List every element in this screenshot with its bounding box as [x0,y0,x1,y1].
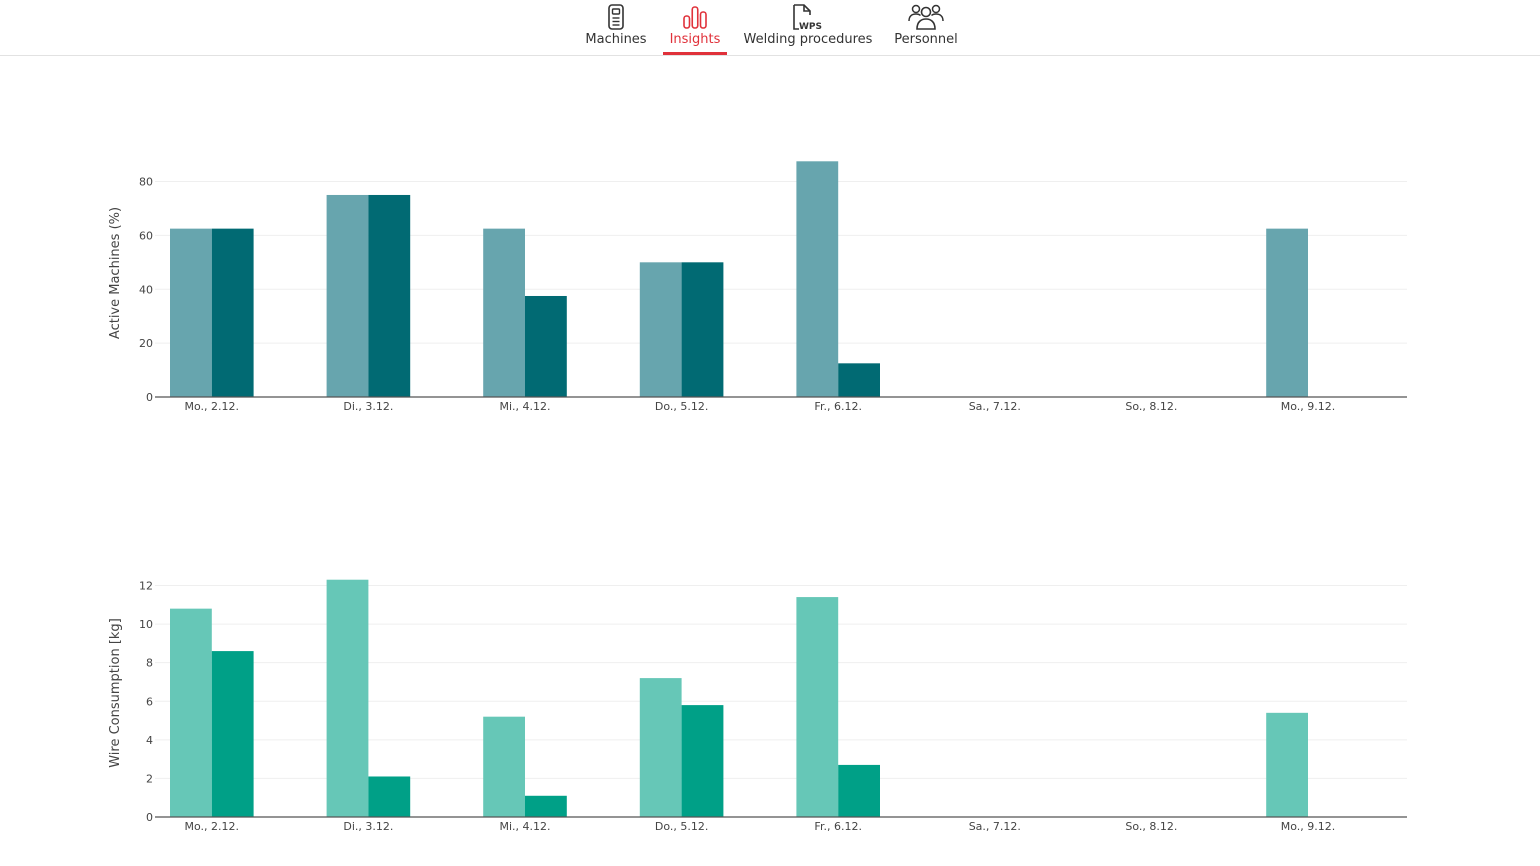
svg-text:WPS: WPS [799,22,822,31]
x-tick-label: Mi., 4.12. [499,400,550,413]
x-tick-label: Sa., 7.12. [969,820,1021,833]
x-tick-label: Di., 3.12. [343,820,393,833]
y-tick-label: 80 [139,176,153,189]
y-tick-label: 4 [146,734,153,747]
people-icon [908,2,944,31]
y-tick-label: 6 [146,695,153,708]
bar-series-2[interactable] [838,363,880,397]
bar-series-1[interactable] [483,228,525,397]
x-tick-label: Mo., 9.12. [1281,400,1336,413]
bar-series-2[interactable] [525,795,567,817]
y-tick-label: 20 [139,337,153,350]
x-tick-label: Mo., 9.12. [1281,820,1336,833]
nav-tab-insights-label: Insights [669,32,721,47]
y-tick-label: 0 [146,811,153,824]
bar-series-1[interactable] [1266,228,1308,397]
nav-tab-machines-label: Machines [585,32,647,47]
y-tick-label: 12 [139,580,153,593]
nav-tab-personnel[interactable]: Personnel [890,0,962,55]
y-tick-label: 60 [139,229,153,242]
bar-series-2[interactable] [368,194,411,397]
x-tick-label: Mo., 2.12. [185,400,240,413]
x-tick-label: So., 8.12. [1125,400,1177,413]
bar-series-2[interactable] [211,651,254,817]
bar-series-2[interactable] [681,705,724,817]
chart-active-machines: 0 20 40 60 80 Active Machines (%) Mo., 2.12. Di… [108,161,1407,413]
x-tick-label: Fr., 6.12. [814,820,862,833]
y-tick-label: 0 [146,391,153,404]
top-navigation: Machines Insights WPS Welding procedures [0,0,1540,56]
bar-series-2[interactable] [211,228,254,397]
x-tick-label: Sa., 7.12. [969,400,1021,413]
bar-series-1[interactable] [796,161,839,397]
x-tick-label: Fr., 6.12. [814,400,862,413]
active-tab-indicator [663,52,727,55]
y-tick-label: 10 [139,618,153,631]
bar-series-1[interactable] [170,228,212,397]
y-axis-title: Active Machines (%) [108,207,123,339]
y-tick-label: 8 [146,657,153,670]
x-tick-label: Di., 3.12. [343,400,393,413]
bar-series-2[interactable] [681,262,724,397]
y-axis-title: Wire Consumption [kg] [108,618,123,768]
nav-tab-welding-procedures[interactable]: WPS Welding procedures [742,0,874,55]
x-tick-label: Mi., 4.12. [499,820,550,833]
nav-tab-personnel-label: Personnel [894,32,958,47]
machine-icon [606,2,626,31]
bar-series-1[interactable] [326,579,369,817]
bar-chart-icon [682,2,708,31]
bar-series-1[interactable] [1266,712,1308,817]
bar-series-2[interactable] [368,776,411,817]
bar-series-1[interactable] [483,716,525,817]
bar-series-1[interactable] [639,262,682,397]
x-tick-label: So., 8.12. [1125,820,1177,833]
chart-wire-consumption: 0 2 4 6 8 10 12 Wire Consumption [kg] Mo., 2.12.… [108,579,1407,833]
nav-tab-insights[interactable]: Insights [663,0,727,55]
bar-series-1[interactable] [639,678,682,817]
bar-series-2[interactable] [525,295,567,397]
y-tick-label: 40 [139,283,153,296]
x-tick-label: Mo., 2.12. [185,820,240,833]
bar-series-2[interactable] [838,764,880,817]
wps-document-icon: WPS [791,2,825,31]
x-tick-label: Do., 5.12. [655,400,709,413]
nav-tab-welding-procedures-label: Welding procedures [743,32,873,47]
bar-series-1[interactable] [170,608,212,817]
nav-tab-machines[interactable]: Machines [583,0,649,55]
bar-series-1[interactable] [326,194,369,397]
bar-series-1[interactable] [796,597,839,817]
x-tick-label: Do., 5.12. [655,820,709,833]
y-tick-label: 2 [146,772,153,785]
